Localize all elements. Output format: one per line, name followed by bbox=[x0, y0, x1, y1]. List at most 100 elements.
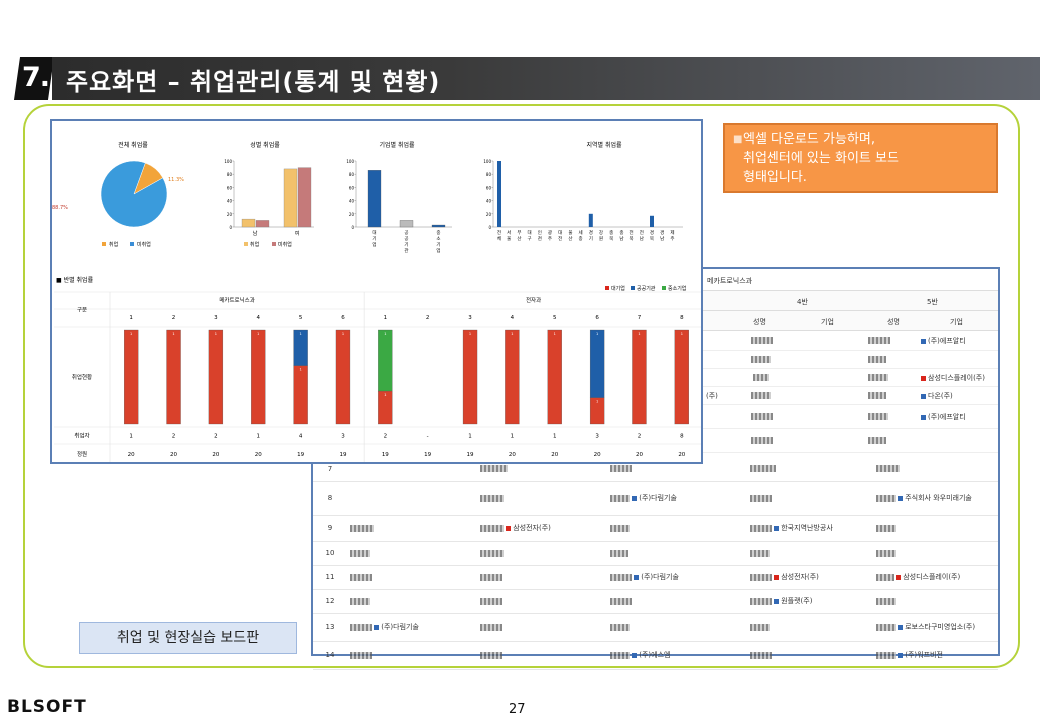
note-line-3: 형태입니다. bbox=[743, 170, 807, 185]
board-legend: 대기업 공공기관 중소기업 bbox=[605, 285, 686, 292]
gender-bar bbox=[283, 168, 298, 228]
company-category: 기 bbox=[436, 241, 440, 248]
board-employed: 1 bbox=[511, 434, 514, 440]
svg-text:대기업: 대기업 bbox=[611, 285, 625, 292]
board-employed: 8 bbox=[680, 434, 684, 440]
tick-label: 40 bbox=[349, 199, 355, 204]
board-class: 6 bbox=[341, 315, 345, 321]
board-class: 4 bbox=[511, 315, 515, 321]
table-row: 10 bbox=[313, 541, 998, 566]
board-employed: - bbox=[427, 434, 429, 440]
upper-right-2: 삼성디스플레이(주) bbox=[921, 373, 985, 383]
region-category: 경 bbox=[650, 229, 654, 236]
statistics-charts: 전체 취업률 11.3% 88.7% 취업 미취업 성별 취업률 1008060… bbox=[52, 141, 701, 462]
region-category: 강 bbox=[599, 229, 603, 236]
board-class: 5 bbox=[553, 315, 557, 321]
board-quota: 20 bbox=[212, 452, 219, 458]
region-category: 경 bbox=[660, 229, 664, 236]
board-quota: 20 bbox=[509, 452, 516, 458]
board-bar-count: 1 bbox=[257, 332, 259, 336]
region-bar bbox=[497, 161, 501, 227]
board-employed: 2 bbox=[638, 434, 642, 440]
region-category: 제 bbox=[670, 229, 674, 236]
company-category: 대 bbox=[372, 229, 376, 236]
region-category: 인 bbox=[538, 229, 542, 236]
region-category-2: 울 bbox=[507, 236, 511, 242]
board-bar-count: 1 bbox=[342, 332, 344, 336]
board-bar bbox=[208, 329, 224, 425]
board-class: 7 bbox=[638, 315, 642, 321]
board-bar bbox=[589, 329, 605, 398]
upper-right-3: 다온(주) bbox=[921, 391, 953, 401]
region-category-2: 종 bbox=[579, 236, 583, 242]
gender-legend-swatch-2 bbox=[272, 242, 276, 246]
info-note: ■ 엑셀 다운로드 가능하며, 취업센터에 있는 화이트 보드 형태입니다. bbox=[723, 123, 998, 193]
region-category-2: 원 bbox=[599, 235, 603, 242]
statistics-window: 전체 취업률 11.3% 88.7% 취업 미취업 성별 취업률 100 80 60… bbox=[50, 119, 703, 464]
region-category-2: 산 bbox=[568, 235, 572, 242]
dept-label: 메카트로닉스과 bbox=[707, 277, 753, 285]
board-employed: 2 bbox=[172, 434, 176, 440]
gender-legend-1: 취업 bbox=[250, 241, 259, 248]
board-quota: 19 bbox=[424, 452, 431, 458]
board-title: ■ 반별 취업률 bbox=[56, 276, 94, 284]
pie-chart bbox=[100, 160, 168, 228]
upper-left-company: (주) bbox=[706, 392, 718, 400]
gender-bar bbox=[255, 220, 270, 228]
tick-label: 60 bbox=[349, 185, 355, 190]
tick-label: 40 bbox=[227, 199, 233, 204]
board-class: 3 bbox=[468, 315, 472, 321]
board-quota: 20 bbox=[678, 452, 685, 458]
gender-category: 여 bbox=[295, 230, 300, 237]
board-bar-count: 1 bbox=[384, 332, 386, 336]
region-category: 울 bbox=[568, 230, 572, 236]
board-quota: 20 bbox=[636, 452, 643, 458]
region-category-2: 체 bbox=[497, 235, 501, 242]
region-category: 경 bbox=[589, 229, 593, 236]
title-bar bbox=[52, 57, 1040, 100]
board-quota-label: 정원 bbox=[77, 450, 87, 458]
table-row: 12 원플랫(주) bbox=[313, 589, 998, 614]
board-employed: 1 bbox=[468, 434, 472, 440]
board-class: 1 bbox=[129, 315, 133, 321]
board-class: 4 bbox=[257, 315, 261, 321]
region-category-2: 북 bbox=[630, 236, 634, 242]
board-bar bbox=[589, 397, 605, 425]
board-quota: 19 bbox=[297, 452, 304, 458]
svg-text:중소기업: 중소기업 bbox=[668, 285, 686, 292]
tick-label: 20 bbox=[486, 212, 492, 217]
company-title: 기업별 취업률 bbox=[379, 141, 415, 149]
board-employed: 3 bbox=[341, 434, 345, 440]
region-category-2: 산 bbox=[517, 235, 521, 242]
region-chart: 100806040200전체서울부산대구인천광주대전울산세종경기강원충북충남전북… bbox=[483, 159, 683, 242]
region-category: 서 bbox=[507, 229, 511, 236]
group-4: 4반 bbox=[797, 298, 808, 306]
pie-legend-employed: 취업 bbox=[109, 241, 118, 248]
col-company-4: 기업 bbox=[821, 318, 834, 326]
tick-label: 40 bbox=[486, 199, 492, 204]
company-logo: BLSOFT bbox=[7, 697, 87, 717]
board-bar-count: 1 bbox=[299, 368, 301, 372]
pie-legend-unemployed: 미취업 bbox=[137, 241, 151, 248]
table-row: 11 (주)다림기술 삼성전자(주) 삼성디스플레이(주) bbox=[313, 565, 998, 590]
table-row: 13 (주)다림기술 로보스타구미영업소(주) bbox=[313, 613, 998, 642]
board-quota: 19 bbox=[339, 452, 346, 458]
board-bar bbox=[335, 329, 351, 425]
board-bar bbox=[166, 329, 181, 425]
company-category: 중 bbox=[436, 230, 440, 236]
board-employed: 2 bbox=[214, 434, 218, 440]
board-class: 2 bbox=[172, 315, 176, 321]
company-category: 업 bbox=[436, 247, 440, 254]
region-category: 대 bbox=[528, 229, 532, 236]
region-category: 부 bbox=[517, 230, 521, 236]
region-category: 광 bbox=[548, 229, 552, 236]
group-5: 5반 bbox=[927, 298, 938, 306]
tick-label: 100 bbox=[346, 159, 354, 164]
board-bar bbox=[462, 329, 478, 425]
board-bar bbox=[547, 329, 562, 425]
upper-right-4: (주)에프알티 bbox=[921, 412, 966, 422]
region-category: 세 bbox=[579, 229, 583, 236]
tick-label: 0 bbox=[229, 225, 232, 230]
section-number: 7. bbox=[22, 62, 50, 93]
table-row: 14 (주)에스엠 (주)워프비전 bbox=[313, 641, 998, 670]
